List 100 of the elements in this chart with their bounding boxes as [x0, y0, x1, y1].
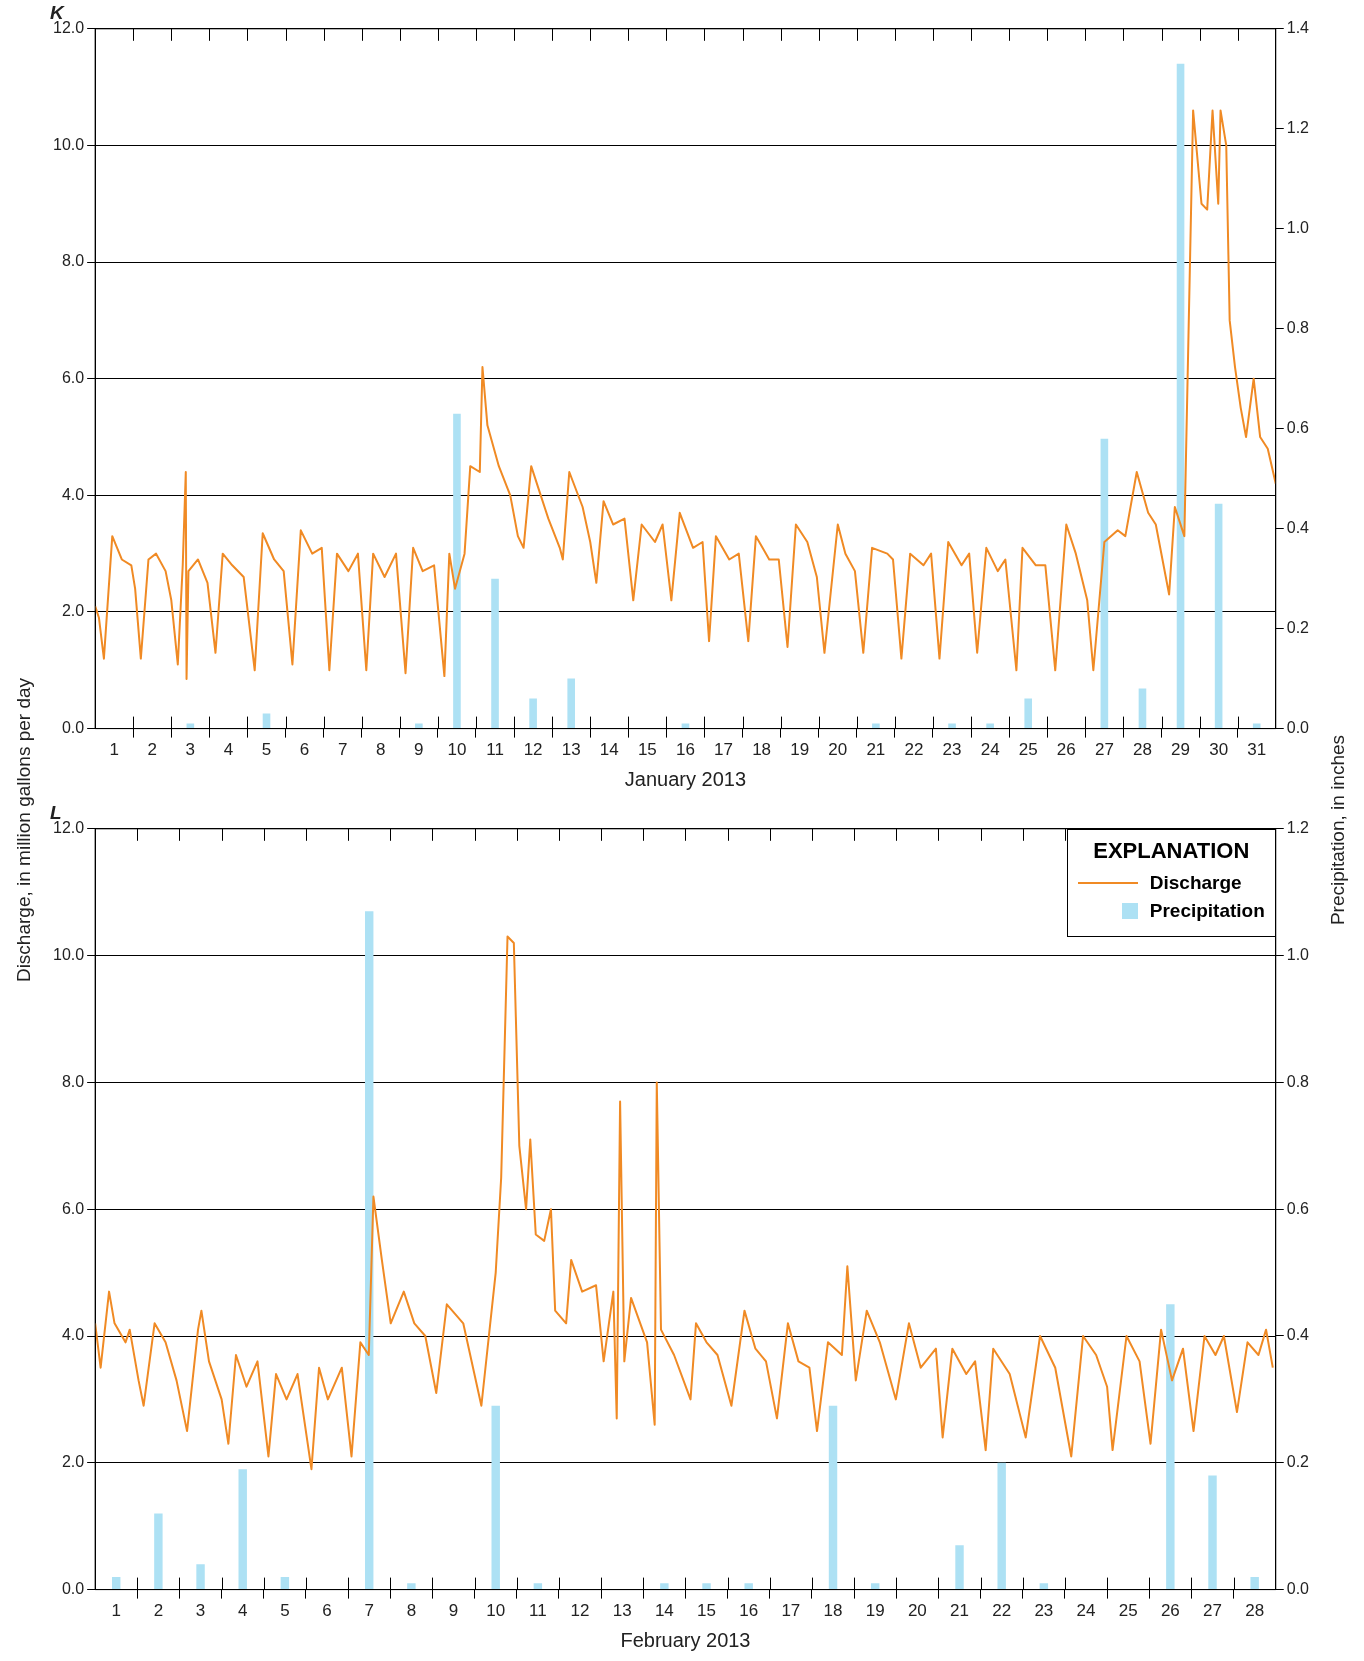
x-tick-label: 8: [406, 1601, 417, 1621]
bar: [744, 1583, 753, 1590]
y2-tick-label: 1.4: [1286, 19, 1310, 37]
x-tick-label: 23: [1034, 1601, 1054, 1621]
y-tick-label: 4.0: [61, 485, 85, 503]
x-tick-label: 7: [364, 1601, 374, 1621]
x-tick-label: 30: [1209, 740, 1229, 760]
x-tick-label: 1: [111, 1601, 121, 1621]
bar: [1039, 1583, 1049, 1590]
x-tick-label: 12: [523, 740, 543, 760]
x-tick-label: 15: [637, 740, 657, 760]
bar: [948, 723, 956, 729]
y-tick-label: 0.0: [61, 719, 85, 737]
x-tick-label: 6: [322, 1601, 332, 1621]
bar: [533, 1583, 543, 1590]
bar: [196, 1564, 205, 1590]
x-tick-label: 10: [447, 740, 467, 760]
x-tick-label: 20: [828, 740, 848, 760]
x-tick-label: 13: [561, 740, 581, 760]
x-tick-label: 4: [237, 1601, 248, 1621]
x-tick-label: 25: [1018, 740, 1038, 760]
x-tick-label: 16: [739, 1601, 759, 1621]
x-tick-label: 16: [675, 740, 695, 760]
bar: [702, 1583, 711, 1590]
x-tick-label: 6: [299, 740, 310, 760]
bar: [1252, 723, 1261, 729]
x-tick-label: 8: [376, 740, 386, 760]
y2-tick-label: 0.4: [1286, 519, 1310, 537]
x-tick-label: 1: [109, 740, 119, 760]
bar: [870, 1583, 880, 1590]
x-tick-label: 20: [907, 1601, 927, 1621]
x-tick-label: 17: [714, 740, 733, 760]
y2-tick-label: 0.0: [1286, 1580, 1310, 1598]
y2-tick-label: 0.2: [1286, 1453, 1310, 1471]
x-tick-label: 28: [1133, 740, 1152, 760]
x-tick-label: 3: [195, 1601, 206, 1621]
x-tick-label: 24: [980, 740, 1000, 760]
bar: [280, 1576, 290, 1590]
legend-title: EXPLANATION: [1092, 837, 1251, 864]
x-tick-label: 24: [1076, 1601, 1096, 1621]
y2-tick-label: 0.6: [1286, 419, 1310, 437]
x-tick-label: 2: [153, 1601, 164, 1621]
x-tick-label: 28: [1245, 1601, 1265, 1621]
x-tick-label: 12: [570, 1601, 590, 1621]
x-tick-label: 9: [448, 1601, 459, 1621]
x-tick-label: 2: [147, 740, 157, 760]
bar: [997, 1462, 1006, 1590]
y-tick-label: 12.0: [53, 819, 85, 837]
x-tick-label: 5: [280, 1601, 290, 1621]
y-tick-label: 2.0: [61, 602, 85, 620]
bar: [529, 698, 537, 729]
x-tick-label: 27: [1094, 740, 1114, 760]
y-tick-label: 6.0: [61, 369, 85, 387]
y-tick-label: 2.0: [61, 1453, 85, 1471]
x-tick-label: 18: [752, 740, 772, 760]
y2-tick-label: 0.8: [1286, 319, 1310, 337]
x-tick-label: 19: [865, 1601, 885, 1621]
bar: [407, 1583, 416, 1590]
bar: [491, 578, 499, 729]
bar: [1250, 1576, 1259, 1590]
legend-label: Precipitation: [1149, 899, 1265, 922]
bar: [986, 723, 994, 729]
y2-tick-label: 0.0: [1286, 719, 1310, 737]
bar: [453, 413, 461, 729]
y2-tick-label: 1.0: [1286, 946, 1310, 964]
bar: [660, 1583, 669, 1590]
x-axis-title: January 2013: [624, 767, 747, 790]
y2-tick-label: 0.8: [1286, 1072, 1310, 1090]
x-tick-label: 10: [486, 1601, 506, 1621]
y2-tick-label: 0.2: [1286, 619, 1310, 637]
x-tick-label: 14: [599, 740, 619, 760]
x-tick-label: 7: [337, 740, 348, 760]
x-tick-label: 13: [612, 1601, 632, 1621]
bar: [1166, 1304, 1175, 1590]
x-tick-label: 17: [781, 1601, 801, 1621]
legend-label: Discharge: [1149, 871, 1242, 894]
x-tick-label: 11: [486, 740, 504, 760]
x-tick-label: 23: [942, 740, 962, 760]
x-tick-label: 9: [414, 740, 424, 760]
bar: [1214, 503, 1223, 729]
y2-tick-label: 1.2: [1286, 119, 1310, 137]
bar: [112, 1576, 121, 1590]
bar: [238, 1469, 247, 1590]
x-tick-label: 19: [790, 740, 810, 760]
x-tick-label: 29: [1171, 740, 1191, 760]
x-tick-label: 26: [1160, 1601, 1180, 1621]
bar: [1176, 63, 1185, 729]
y2-tick-label: 1.2: [1286, 819, 1310, 837]
x-axis-title: February 2013: [620, 1628, 751, 1651]
bar: [365, 911, 374, 1590]
x-tick-label: 18: [823, 1601, 843, 1621]
y2-axis-title: Precipitation, in inches: [1327, 734, 1350, 926]
y-axis-title: Discharge, in million gallons per day: [13, 677, 36, 983]
x-tick-label: 4: [223, 740, 234, 760]
y-tick-label: 8.0: [61, 252, 85, 270]
bar: [955, 1545, 964, 1590]
x-tick-label: 15: [697, 1601, 716, 1621]
x-tick-label: 27: [1203, 1601, 1222, 1621]
bar: [567, 678, 575, 729]
x-tick-label: 22: [904, 740, 924, 760]
